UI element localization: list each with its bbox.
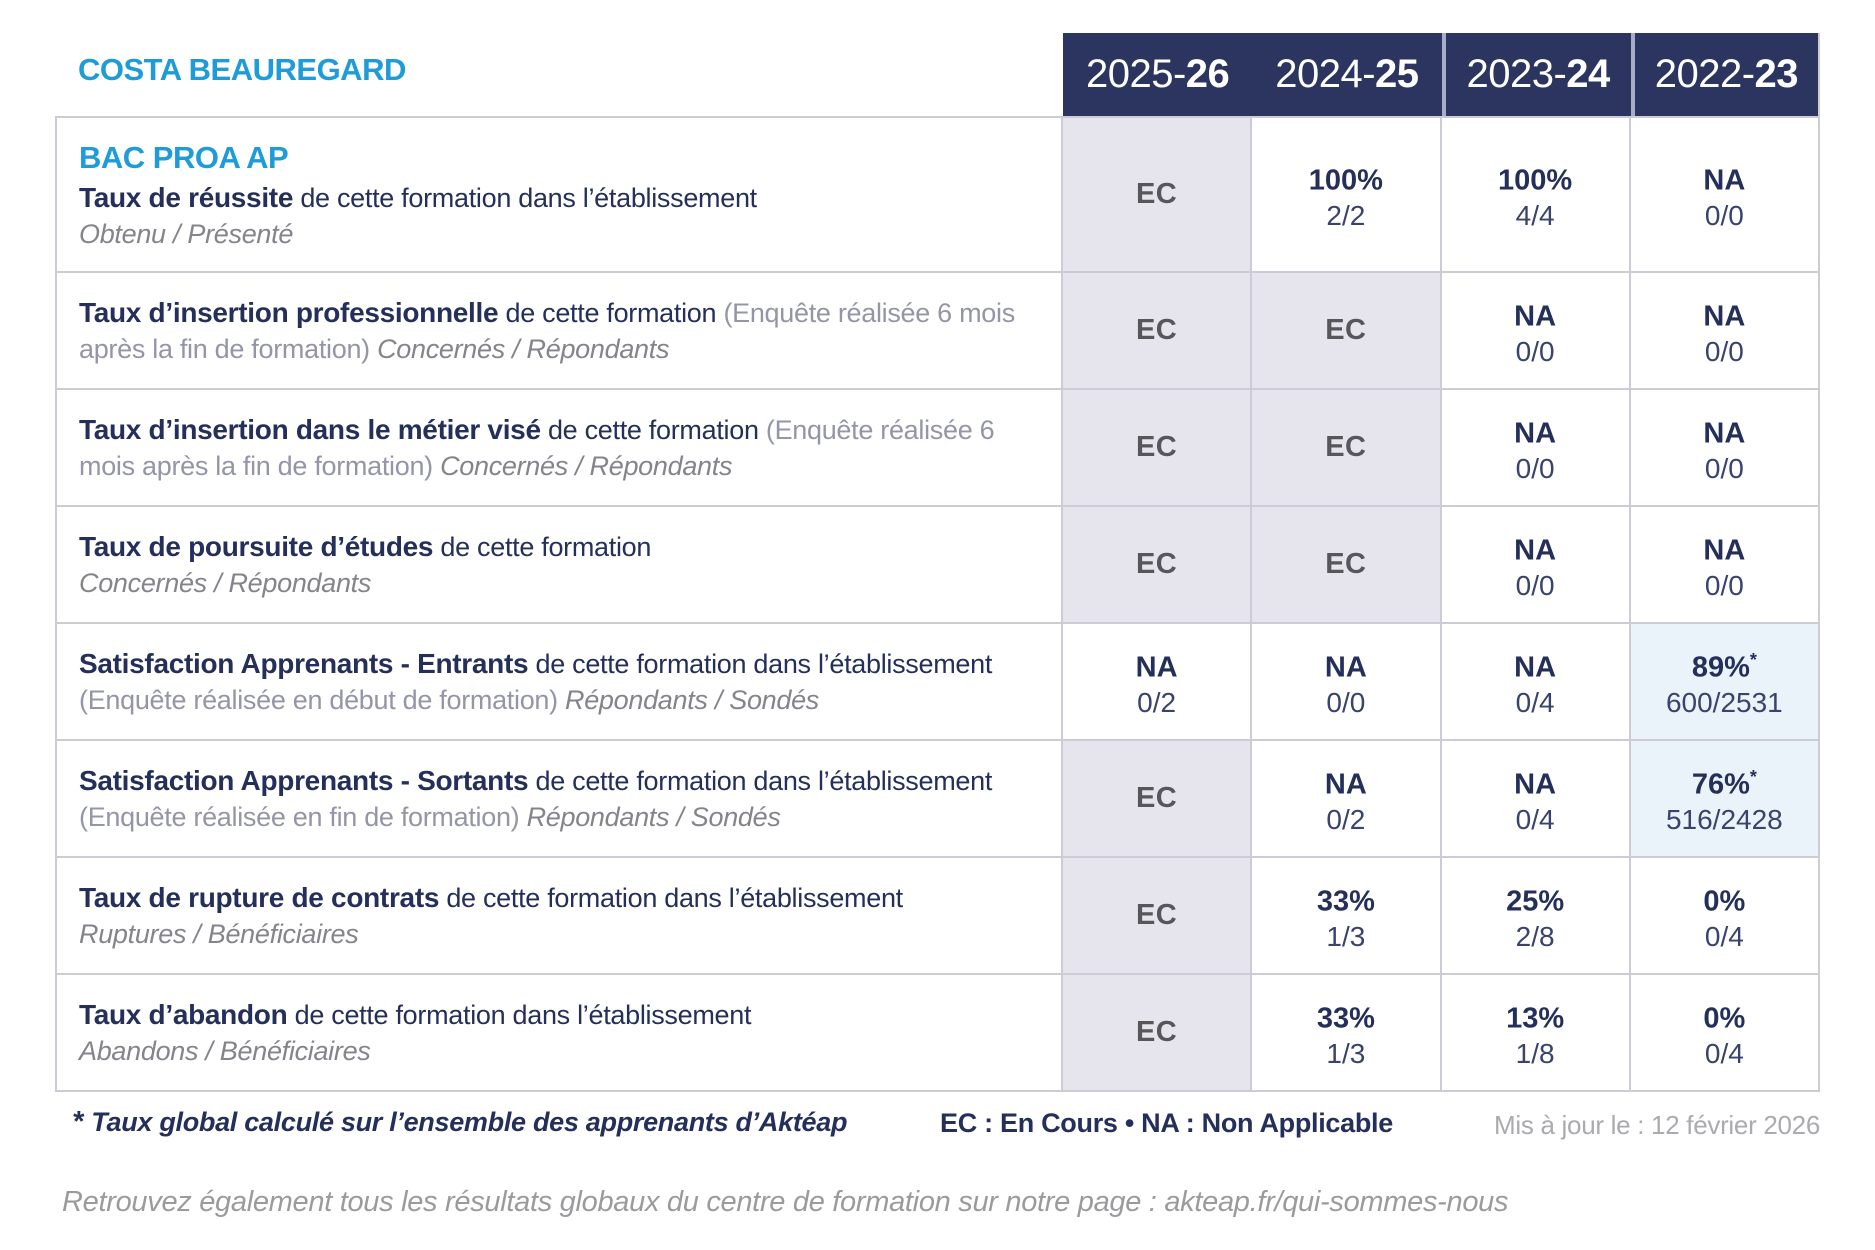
metric-name: Satisfaction Apprenants - Sortants de ce…	[79, 764, 993, 832]
stat-cell: NA 0/0	[1630, 116, 1820, 273]
stat-cell: NA 0/0	[1441, 390, 1631, 507]
stat-cell: 100% 4/4	[1441, 116, 1631, 273]
metric-label-poursuite-etudes: Taux de poursuite d’études de cette form…	[55, 507, 1063, 624]
metric-label-satisfaction-sortants: Satisfaction Apprenants - Sortants de ce…	[55, 741, 1063, 858]
metric-subtitle: Abandons / Bénéficiaires	[79, 1035, 371, 1066]
stat-cell: NA 0/2	[1252, 741, 1442, 858]
legend-abbreviations: EC : En Cours • NA : Non Applicable	[940, 1108, 1393, 1138]
metric-label-rupture-contrats: Taux de rupture de contrats de cette for…	[55, 858, 1063, 975]
metric-subtitle: Ruptures / Bénéficiaires	[79, 918, 359, 949]
stat-cell: 25% 2/8	[1441, 858, 1631, 975]
program-title: BAC PROA AP	[79, 139, 289, 175]
stat-cell: NA 0/0	[1441, 273, 1631, 390]
metric-name: Taux d’abandon de cette formation dans l…	[79, 998, 752, 1030]
year-header-2023-24: 2023- 24	[1441, 33, 1631, 116]
year-suffix: 23	[1754, 52, 1799, 96]
stat-cell: 0% 0/4	[1630, 858, 1820, 975]
year-prefix: 2022-	[1654, 52, 1755, 96]
metric-name: Satisfaction Apprenants - Entrants de ce…	[79, 647, 993, 715]
year-header-2022-23: 2022- 23	[1630, 33, 1820, 116]
stat-cell: NA 0/0	[1252, 624, 1442, 741]
stat-cell: EC	[1063, 390, 1253, 507]
footnote-row: * Taux global calculé sur l’ensemble des …	[55, 1106, 1820, 1146]
stat-cell: 33% 1/3	[1252, 975, 1442, 1092]
stat-cell: 76%* 516/2428	[1630, 741, 1820, 858]
stat-cell: NA 0/0	[1441, 507, 1631, 624]
metric-label-insertion-metier: Taux d’insertion dans le métier visé de …	[55, 390, 1063, 507]
metric-label-insertion-pro: Taux d’insertion professionnelle de cett…	[55, 273, 1063, 390]
metric-name: Taux d’insertion professionnelle de cett…	[79, 296, 1015, 364]
metric-name: Taux d’insertion dans le métier visé de …	[79, 413, 995, 481]
stat-cell: 13% 1/8	[1441, 975, 1631, 1092]
stat-cell: 100% 2/2	[1252, 116, 1442, 273]
metric-subtitle: Concernés / Répondants	[79, 567, 372, 598]
metric-name: Taux de rupture de contrats de cette for…	[79, 881, 903, 913]
stat-cell: EC	[1063, 741, 1253, 858]
stat-cell: EC	[1063, 116, 1253, 273]
year-suffix: 25	[1375, 52, 1419, 96]
year-suffix: 26	[1185, 52, 1230, 96]
metric-label-satisfaction-entrants: Satisfaction Apprenants - Entrants de ce…	[55, 624, 1063, 741]
stat-cell: EC	[1063, 858, 1253, 975]
metric-subtitle: Répondants / Sondés	[565, 684, 820, 715]
metric-subtitle: Concernés / Répondants	[377, 333, 670, 364]
year-header-2025-26: 2025- 26	[1063, 33, 1253, 116]
metric-label-taux-reussite: BAC PROA AP Taux de réussite de cette fo…	[55, 116, 1063, 273]
footnote-global-rate: * Taux global calculé sur l’ensemble des …	[72, 1106, 848, 1138]
results-table: 2025- 26 2024- 25 2023- 24 2022- 23 BAC PROA…	[55, 33, 1820, 1092]
stat-cell: EC	[1063, 273, 1253, 390]
header-spacer	[55, 33, 1063, 116]
stat-cell: NA 0/0	[1630, 390, 1820, 507]
year-header-2024-25: 2024- 25	[1252, 33, 1442, 116]
stat-cell: EC	[1252, 390, 1442, 507]
metric-subtitle: Concernés / Répondants	[440, 450, 733, 481]
stat-cell: NA 0/4	[1441, 741, 1631, 858]
stat-cell: NA 0/0	[1630, 273, 1820, 390]
year-prefix: 2025-	[1085, 52, 1186, 96]
stat-cell: NA 0/2	[1063, 624, 1253, 741]
metric-name: Taux de poursuite d’études de cette form…	[79, 530, 652, 562]
metric-subtitle: Répondants / Sondés	[526, 801, 781, 832]
asterisk: *	[72, 1106, 84, 1138]
update-date: Mis à jour le : 12 février 2026	[1494, 1110, 1820, 1140]
metric-label-abandon: Taux d’abandon de cette formation dans l…	[55, 975, 1063, 1092]
stat-cell: 0% 0/4	[1630, 975, 1820, 1092]
year-suffix: 24	[1566, 52, 1610, 96]
stat-cell: 33% 1/3	[1252, 858, 1442, 975]
metric-subtitle: Obtenu / Présenté	[79, 218, 294, 249]
stat-cell: EC	[1063, 507, 1253, 624]
year-prefix: 2024-	[1275, 52, 1376, 96]
metric-name: Taux de réussite de cette formation dans…	[79, 181, 757, 213]
bottom-note: Retrouvez également tous les résultats g…	[62, 1186, 1509, 1218]
stat-cell: NA 0/4	[1441, 624, 1631, 741]
stat-cell: EC	[1252, 273, 1442, 390]
year-prefix: 2023-	[1466, 52, 1567, 96]
stat-cell: EC	[1252, 507, 1442, 624]
stat-cell: NA 0/0	[1630, 507, 1820, 624]
stat-cell: EC	[1063, 975, 1253, 1092]
stat-cell: 89%* 600/2531	[1630, 624, 1820, 741]
page-title: COSTA BEAUREGARD	[78, 52, 406, 87]
